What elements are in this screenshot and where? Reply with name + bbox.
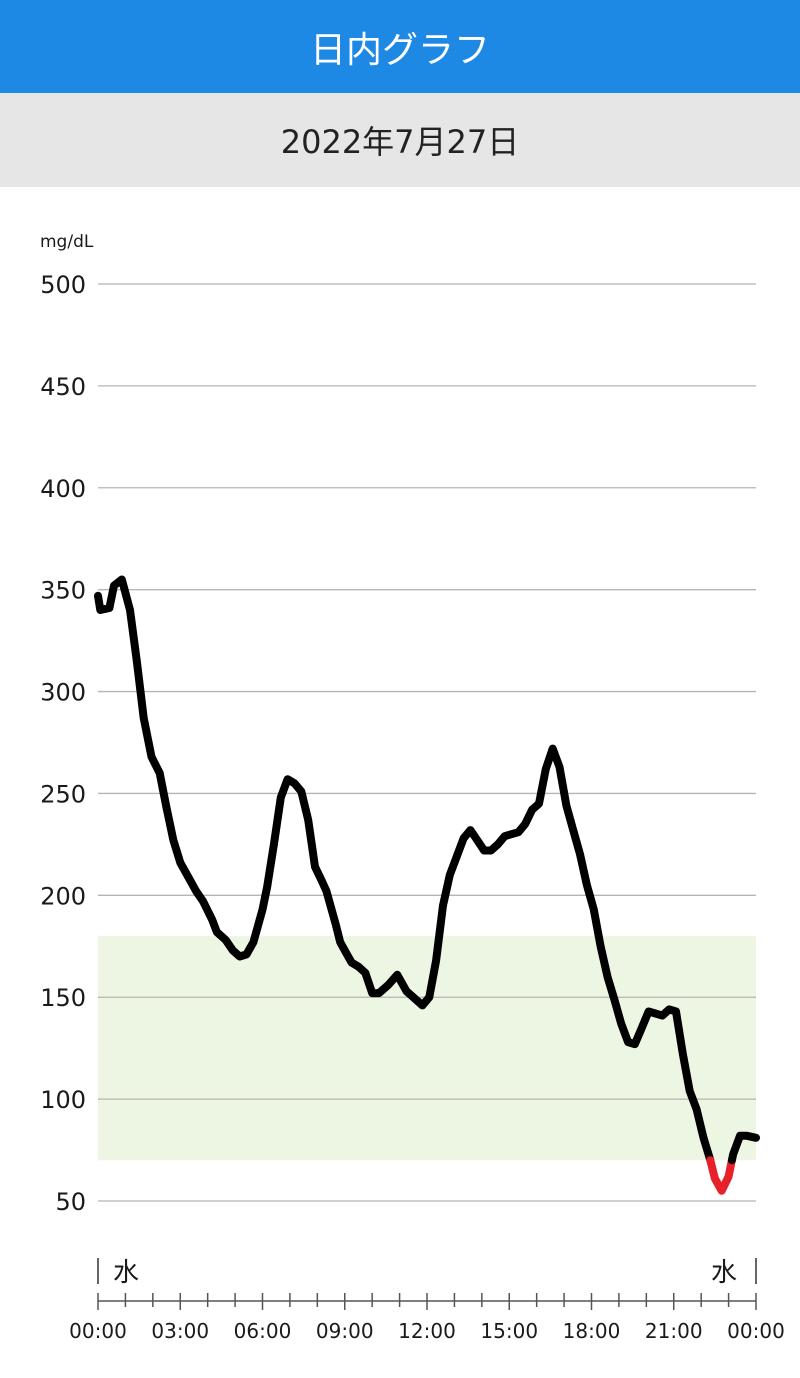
x-tick-label: 00:00 bbox=[727, 1319, 785, 1343]
y-tick-label: 300 bbox=[40, 679, 86, 707]
x-tick-label: 00:00 bbox=[69, 1319, 127, 1343]
date-label: 2022年7月27日 bbox=[280, 123, 520, 161]
y-tick-label: 450 bbox=[40, 373, 86, 401]
series-line-low bbox=[706, 1156, 736, 1195]
glucose-series bbox=[94, 575, 760, 1195]
y-tick-label: 150 bbox=[40, 984, 86, 1012]
y-tick-label: 100 bbox=[40, 1086, 86, 1114]
y-tick-label: 400 bbox=[40, 475, 86, 503]
x-tick-label: 06:00 bbox=[234, 1319, 292, 1343]
target-range-band bbox=[98, 936, 756, 1161]
y-tick-labels: 500 450 400 350 300 250 200 150 100 50 bbox=[40, 271, 86, 1216]
x-tick-label: 15:00 bbox=[480, 1319, 538, 1343]
y-unit-label: mg/dL bbox=[40, 232, 94, 252]
x-tick-label: 03:00 bbox=[151, 1319, 209, 1343]
day-label-start: 水 bbox=[113, 1258, 139, 1288]
series-line bbox=[727, 1131, 760, 1165]
x-tick-label: 12:00 bbox=[398, 1319, 456, 1343]
x-tick-label: 21:00 bbox=[645, 1319, 703, 1343]
day-label-end: 水 bbox=[711, 1258, 737, 1288]
app-header: 日内グラフ bbox=[0, 0, 800, 93]
x-tick-label: 09:00 bbox=[316, 1319, 374, 1343]
y-tick-label: 500 bbox=[40, 271, 86, 299]
y-grid bbox=[98, 283, 756, 1202]
y-tick-label: 350 bbox=[40, 577, 86, 605]
date-bar: 2022年7月27日 bbox=[0, 93, 800, 187]
glucose-daily-chart: 500 450 400 350 300 250 200 150 100 50 mg/dL 00:0… bbox=[40, 232, 785, 1343]
y-tick-label: 250 bbox=[40, 780, 86, 808]
page-title: 日内グラフ bbox=[309, 29, 490, 71]
series-line bbox=[94, 575, 715, 1165]
y-tick-label: 200 bbox=[40, 882, 86, 910]
x-tick-label: 18:00 bbox=[563, 1319, 621, 1343]
y-tick-label: 50 bbox=[55, 1188, 86, 1216]
x-axis: 00:00 03:00 06:00 09:00 12:00 15:00 18:00 21:00… bbox=[69, 1293, 785, 1343]
